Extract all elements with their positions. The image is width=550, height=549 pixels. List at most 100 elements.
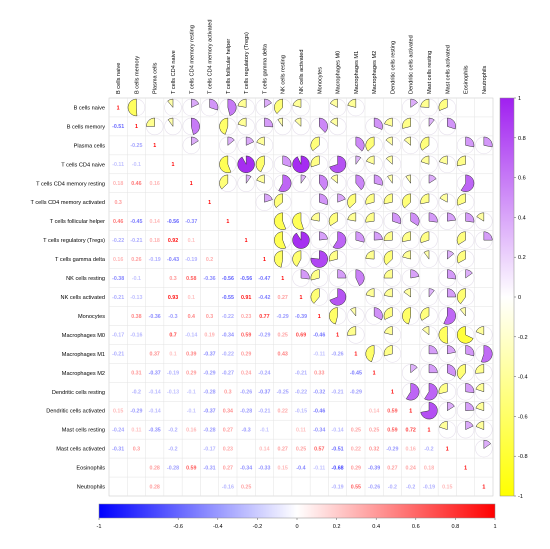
correlation-value: 0.59 bbox=[241, 333, 251, 339]
correlation-value: -0.55 bbox=[222, 295, 234, 301]
correlation-pie bbox=[438, 383, 448, 395]
column-label: T cells gamma delta bbox=[262, 43, 268, 94]
correlation-pie bbox=[456, 250, 466, 264]
correlation-value: 0.14 bbox=[259, 446, 269, 452]
correlation-pie bbox=[456, 155, 466, 167]
correlation-pie bbox=[332, 231, 347, 249]
correlation-value: 0.33 bbox=[314, 371, 324, 377]
correlation-pie bbox=[447, 250, 455, 260]
correlation-value: -0.29 bbox=[350, 390, 362, 396]
correlation-pie bbox=[365, 250, 375, 260]
diagonal-value: 1 bbox=[153, 143, 156, 149]
correlation-value: 0.22 bbox=[278, 409, 288, 415]
column-label: Macrophages M0 bbox=[336, 51, 342, 94]
correlation-pie bbox=[456, 326, 474, 344]
correlation-value: 0.3 bbox=[133, 446, 140, 452]
correlation-value: -0.16 bbox=[222, 484, 234, 490]
correlation-value: -0.25 bbox=[277, 390, 289, 396]
correlation-pie bbox=[355, 231, 365, 243]
correlation-pie bbox=[337, 193, 346, 203]
correlation-pie bbox=[319, 231, 328, 241]
correlation-pie bbox=[383, 269, 393, 279]
correlation-pie bbox=[402, 250, 411, 260]
correlation-value: -0.14 bbox=[332, 427, 344, 433]
correlation-pie bbox=[294, 117, 302, 128]
correlation-pie bbox=[191, 117, 200, 135]
correlation-pie bbox=[209, 98, 219, 111]
correlation-pie bbox=[219, 155, 232, 173]
correlation-value: 0.15 bbox=[278, 465, 288, 471]
correlation-pie bbox=[456, 231, 466, 245]
correlation-value: 0.11 bbox=[296, 427, 306, 433]
correlation-value: 0.16 bbox=[113, 257, 123, 263]
column-label: Monocytes bbox=[317, 67, 323, 94]
horizontal-colorbar-tick-label: -0.6 bbox=[173, 524, 183, 530]
correlation-pie bbox=[465, 136, 475, 148]
correlation-pie bbox=[483, 231, 493, 241]
column-label: Mast cells activated bbox=[445, 45, 451, 94]
correlation-pie bbox=[355, 155, 362, 166]
column-label: T cells CD4 naive bbox=[171, 50, 177, 94]
correlation-value: 0.59 bbox=[387, 427, 397, 433]
correlation-value: -0.39 bbox=[295, 314, 307, 320]
row-label: Dendritic cells resting bbox=[52, 390, 105, 396]
row-labels: B cells naive B cells memory Plasma cells T… bbox=[30, 105, 105, 490]
column-label: Dendritic cells resting bbox=[390, 41, 396, 94]
correlation-value: 0.39 bbox=[186, 352, 196, 358]
vertical-colorbar-gradient bbox=[499, 97, 515, 497]
correlation-pie bbox=[310, 212, 320, 222]
correlation-value: -0.46 bbox=[313, 333, 325, 339]
vertical-colorbar-tick-label: 0 bbox=[518, 295, 521, 301]
correlation-pie bbox=[402, 307, 411, 325]
correlation-pie bbox=[383, 193, 393, 205]
row-label: NK cells resting bbox=[66, 276, 105, 282]
correlation-value: -0.29 bbox=[130, 409, 142, 415]
correlation-pie bbox=[475, 364, 485, 374]
correlation-pie bbox=[420, 231, 430, 244]
correlation-value: 0.22 bbox=[351, 446, 361, 452]
correlation-pie bbox=[456, 288, 466, 305]
correlation-value: -0.26 bbox=[240, 390, 252, 396]
correlation-pie bbox=[167, 117, 174, 128]
correlation-value: -0.27 bbox=[222, 371, 234, 377]
correlation-value: 0.57 bbox=[314, 446, 324, 452]
column-label: Mast cells resting bbox=[427, 51, 433, 94]
correlation-pie bbox=[237, 155, 255, 173]
correlation-value: 0.31 bbox=[131, 371, 141, 377]
correlation-value: -0.3 bbox=[242, 427, 251, 433]
correlation-pie bbox=[310, 155, 320, 168]
correlation-pie bbox=[274, 193, 283, 208]
correlation-value: 0.25 bbox=[241, 484, 251, 490]
correlation-value: -0.37 bbox=[258, 390, 270, 396]
correlation-pie bbox=[424, 383, 438, 401]
correlation-pie bbox=[365, 155, 375, 165]
correlation-pie bbox=[383, 288, 393, 298]
correlation-pie bbox=[447, 212, 456, 222]
correlation-value: -0.28 bbox=[204, 427, 216, 433]
correlation-value: -0.11 bbox=[313, 465, 325, 471]
diagonal-value: 1 bbox=[354, 352, 357, 358]
correlation-pie bbox=[465, 383, 475, 394]
correlation-pie bbox=[347, 212, 357, 222]
correlation-value: 0.3 bbox=[169, 276, 176, 282]
correlation-pie bbox=[387, 174, 393, 185]
correlation-pie bbox=[420, 136, 430, 151]
correlation-pie bbox=[447, 288, 456, 298]
correlation-value: -0.31 bbox=[112, 446, 124, 452]
correlation-value: -0.56 bbox=[240, 276, 252, 282]
correlation-pie bbox=[278, 174, 292, 192]
correlation-pie bbox=[480, 345, 493, 363]
correlation-value: 0.77 bbox=[259, 314, 269, 320]
correlation-value: 0.2 bbox=[206, 257, 213, 263]
correlation-pie bbox=[385, 155, 393, 165]
correlation-pie bbox=[465, 269, 473, 279]
correlation-value: 0.59 bbox=[387, 409, 397, 415]
column-label: Macrophages M2 bbox=[372, 51, 378, 94]
correlation-pie bbox=[329, 155, 347, 173]
correlation-pie bbox=[428, 117, 435, 128]
correlation-value: -0.34 bbox=[240, 465, 252, 471]
correlation-value: 0.69 bbox=[296, 333, 306, 339]
correlation-value: -0.19 bbox=[185, 257, 197, 263]
correlation-pie bbox=[465, 402, 475, 411]
row-label: Mast cells resting bbox=[62, 428, 105, 434]
